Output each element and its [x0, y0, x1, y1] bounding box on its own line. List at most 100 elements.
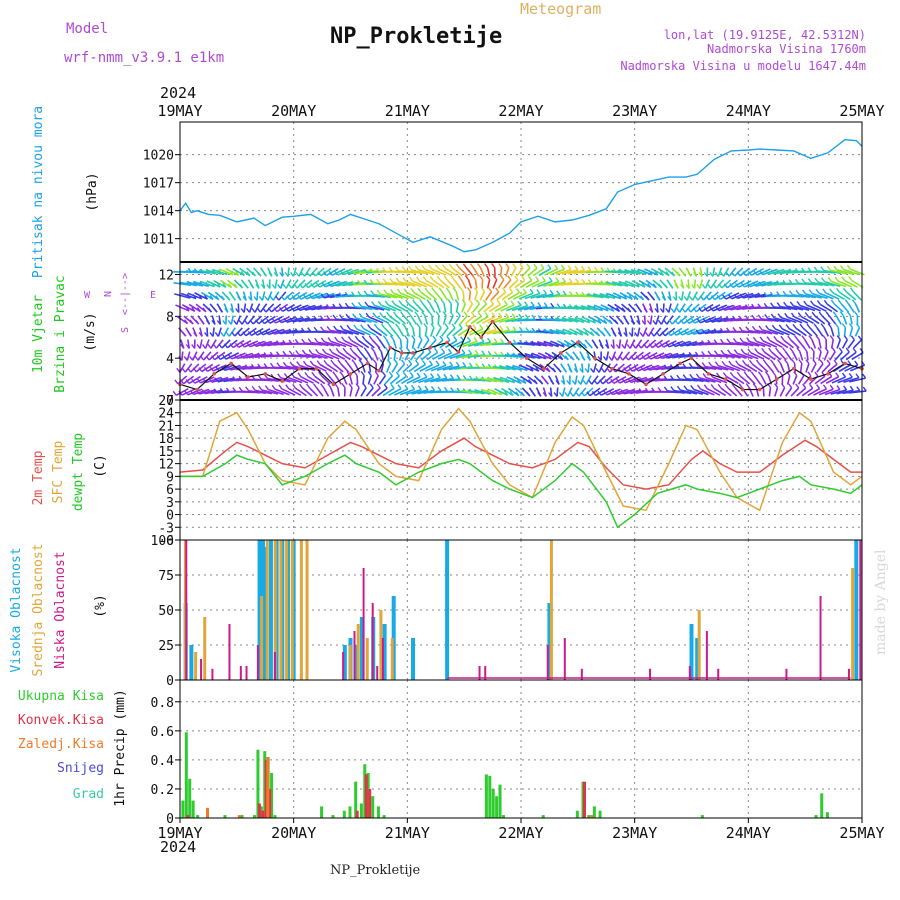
wind-barb-tick [245, 386, 250, 392]
wind-barb [193, 388, 209, 396]
precip-bar [186, 815, 190, 818]
wind-barb [607, 303, 620, 313]
wind-barb-tick [630, 319, 635, 325]
wind-barb [764, 351, 776, 361]
wind-barb-tick [789, 301, 794, 307]
cloud-bar [342, 652, 345, 680]
wind-barb-tick [787, 335, 792, 341]
cloud-bar [717, 668, 720, 680]
wind-barb-tick [732, 316, 737, 321]
wind-barb [385, 363, 392, 373]
wind-barb-tick [369, 279, 374, 284]
wind-barb-tick [701, 340, 706, 345]
wind-barb-tick [676, 385, 682, 391]
wind-barb [452, 327, 463, 337]
wind-barb [199, 280, 215, 288]
wind-barb [249, 340, 265, 348]
wind-barb-tick [332, 371, 337, 377]
ytick-label-pressure: 1014 [143, 205, 174, 220]
wind-barb [451, 267, 463, 277]
wind-barb-tick [313, 315, 318, 321]
wind-barb [195, 363, 207, 373]
wind-barb [556, 387, 559, 397]
wind-barb-tick [382, 278, 387, 284]
wind-barb-tick [240, 342, 245, 348]
wind-barb [776, 339, 789, 349]
wind-barb-tick [682, 352, 687, 358]
wind-barb [380, 363, 385, 373]
wind-barb [365, 387, 374, 397]
wind-barb [589, 387, 601, 397]
wind-barb [718, 304, 734, 312]
wind-barb-tick [665, 271, 670, 277]
wind-barb [367, 375, 372, 385]
wind-barb-tick [684, 330, 689, 336]
wind-barb-tick [352, 313, 357, 319]
wind-barb-tick [726, 316, 731, 322]
wind-barb [816, 327, 824, 337]
wind-barb-tick [621, 344, 626, 349]
wind-barb [246, 315, 256, 325]
wind-barb [464, 315, 475, 325]
wind-barb-tick [751, 325, 756, 331]
wind-barb [820, 375, 833, 385]
wind-barb [816, 363, 824, 373]
wind-barb [343, 268, 359, 276]
wind-barb [786, 375, 791, 385]
wind-barb [406, 376, 421, 384]
wind-barb-tick [347, 336, 353, 342]
wind-barb-tick [304, 372, 309, 377]
wind-barb-tick [602, 356, 608, 361]
wind-barb-tick [834, 323, 839, 328]
wind-barb [581, 316, 596, 324]
wind-barb [693, 388, 709, 396]
ytick-label-temperature: 3 [166, 496, 174, 511]
wind-barb [326, 267, 339, 277]
wind-barb [355, 269, 373, 275]
wind-barb-tick [709, 306, 714, 312]
wind-barb-tick [623, 367, 628, 372]
wind-barb-tick [514, 275, 519, 281]
wind-barb [730, 305, 748, 311]
wind-barb-tick [335, 348, 340, 353]
wind-barb-tick [297, 294, 302, 300]
wind-barb [349, 375, 353, 385]
wind-barb-tick [227, 320, 232, 325]
wind-barb-tick [830, 299, 835, 305]
wind-barb-tick [768, 347, 773, 353]
wind-barb-tick [805, 359, 810, 364]
wind-barb-tick [851, 299, 857, 305]
wind-barb [684, 303, 693, 313]
wind-barb-tick [248, 296, 253, 301]
wind-barb-tick [326, 293, 331, 298]
wind-barb-tick [537, 315, 542, 320]
wind-barb-tick [258, 341, 263, 347]
wind-barb-tick [500, 275, 505, 281]
wind-barb-tick [676, 374, 681, 380]
wind-barb [852, 339, 862, 349]
wind-speed-point [723, 377, 728, 381]
wind-speed-point [792, 366, 796, 371]
wind-barb-tick [577, 380, 582, 385]
wind-barb-tick [679, 319, 684, 325]
wind-barb-tick [738, 315, 743, 321]
wind-barb-tick [835, 372, 840, 378]
wind-barb-tick [327, 383, 332, 388]
wind-barb [180, 292, 197, 300]
lonlat-text: lon,lat (19.9125E, 42.5312N) [664, 28, 866, 42]
wind-barb-tick [655, 331, 661, 337]
wind-barb-tick [807, 267, 812, 272]
wind-barb [179, 363, 186, 373]
wind-barb-tick [357, 268, 362, 274]
wind-barb [378, 375, 387, 385]
wind-barb [411, 327, 416, 337]
wind-barb-tick [326, 315, 331, 320]
wind-barb [517, 353, 535, 359]
wind-barb-tick [246, 271, 251, 277]
panel-frame [179, 399, 863, 541]
wind-barb-tick [258, 296, 263, 301]
wind-barb [513, 292, 527, 300]
wind-barb [833, 303, 844, 313]
wind-barb-tick [493, 338, 498, 343]
wind-barb [218, 268, 234, 276]
